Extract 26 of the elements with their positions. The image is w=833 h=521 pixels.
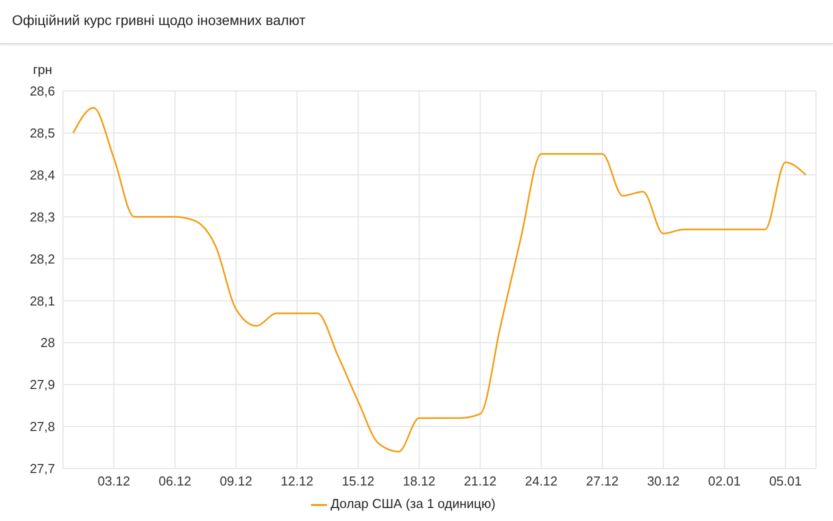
chart-title: Офіційний курс гривні щодо іноземних валют (0, 0, 833, 44)
y-tick-label: 28,2 (30, 251, 55, 266)
y-tick-label: 28,6 (30, 84, 55, 99)
y-tick-label: 28,3 (30, 209, 55, 224)
y-tick-label: 27,9 (30, 377, 55, 392)
x-tick-label: 27.12 (586, 474, 619, 489)
y-tick-label: 28,4 (30, 167, 55, 182)
x-tick-label: 24.12 (524, 474, 558, 489)
x-tick-label: 03.12 (98, 474, 130, 489)
y-tick-label: 28,1 (30, 293, 55, 308)
y-axis-title: грн (33, 62, 52, 77)
x-tick-label: 30.12 (647, 474, 680, 489)
y-tick-label: 28,5 (30, 126, 55, 141)
x-tick-label: 15.12 (342, 474, 374, 489)
x-tick-label: 18.12 (402, 474, 436, 489)
x-tick-label: 12.12 (280, 474, 314, 489)
x-tick-label: 09.12 (220, 474, 252, 489)
y-tick-label: 27,7 (30, 461, 55, 476)
x-tick-label: 06.12 (158, 474, 192, 489)
x-tick-label: 02.01 (708, 474, 741, 489)
x-tick-label: 21.12 (464, 474, 496, 489)
y-tick-label: 27,8 (30, 419, 55, 434)
y-tick-label: 28 (40, 335, 55, 350)
line-series (72, 106, 807, 452)
legend-label: Долар США (за 1 одиницю) (330, 496, 496, 512)
x-tick-label: 05.01 (769, 474, 802, 489)
